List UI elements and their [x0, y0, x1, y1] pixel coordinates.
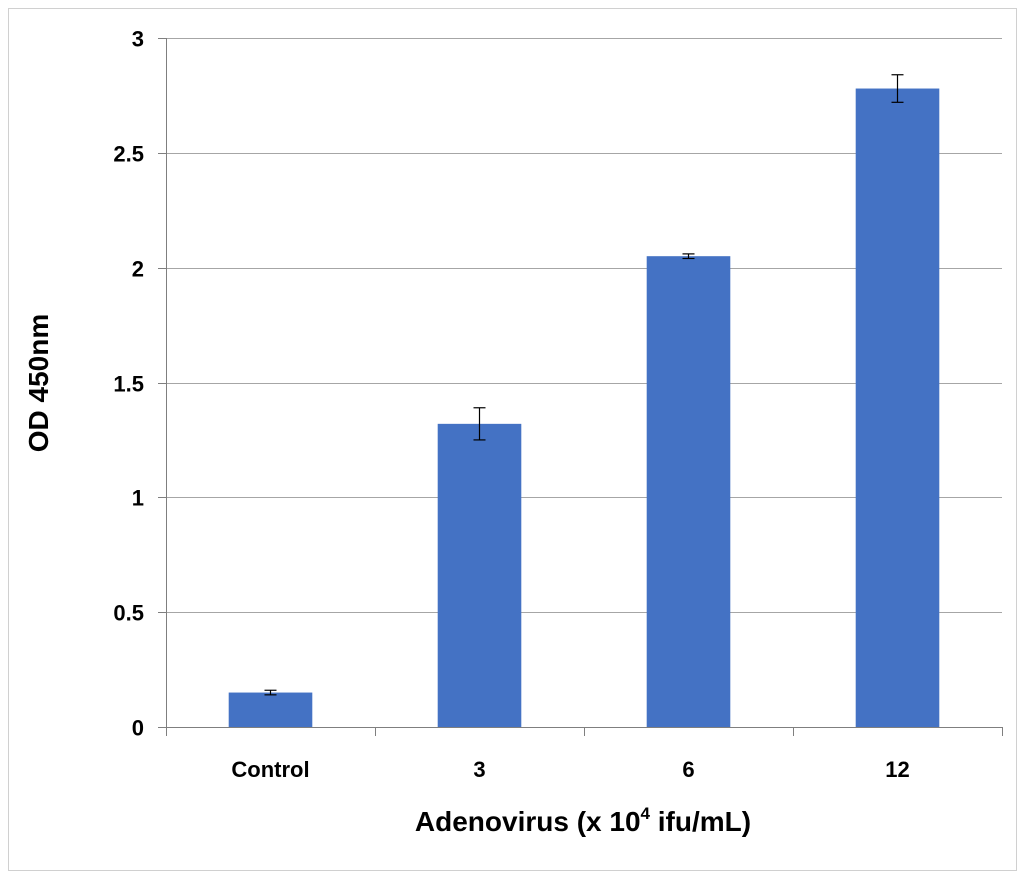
y-axis-tick-labels: 0 0.5 1 1.5 2 2.5 3	[113, 27, 144, 741]
y-tick-label: 2.5	[113, 142, 144, 167]
x-axis-title-superscript: 4	[641, 804, 651, 823]
x-tick-label: 3	[473, 757, 485, 782]
bar	[646, 256, 731, 727]
error-bars	[264, 74, 904, 696]
y-tick-label: 0	[132, 716, 144, 741]
x-axis-title: Adenovirus (x 104 ifu/mL)	[415, 804, 751, 837]
y-tick-label: 1.5	[113, 372, 144, 397]
bar	[437, 423, 522, 727]
x-axis-ticks	[166, 727, 1003, 736]
x-tick-label: 6	[682, 757, 694, 782]
x-tick-label: Control	[231, 757, 309, 782]
y-axis-ticks	[158, 38, 166, 728]
y-tick-label: 1	[132, 486, 144, 511]
y-axis-title: OD 450nm	[23, 314, 54, 453]
y-tick-label: 3	[132, 27, 144, 52]
y-tick-label: 0.5	[113, 601, 144, 626]
bars	[228, 88, 940, 727]
x-axis-title-suffix: ifu/mL)	[650, 806, 751, 837]
bar	[855, 88, 940, 727]
x-tick-label: 12	[885, 757, 909, 782]
y-tick-label: 2	[132, 257, 144, 282]
x-axis-title-prefix: Adenovirus (x 10	[415, 806, 641, 837]
x-axis-tick-labels: Control 3 6 12	[231, 757, 909, 782]
bar	[228, 692, 313, 727]
